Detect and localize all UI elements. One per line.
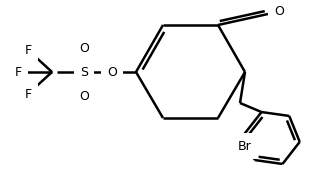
Text: Br: Br	[237, 140, 251, 153]
Text: O: O	[274, 4, 284, 18]
Text: O: O	[79, 41, 89, 55]
Text: F: F	[15, 65, 22, 78]
Text: S: S	[80, 65, 88, 78]
Text: O: O	[79, 90, 89, 102]
Text: F: F	[24, 43, 31, 56]
Text: F: F	[24, 88, 31, 100]
Text: O: O	[107, 65, 117, 78]
